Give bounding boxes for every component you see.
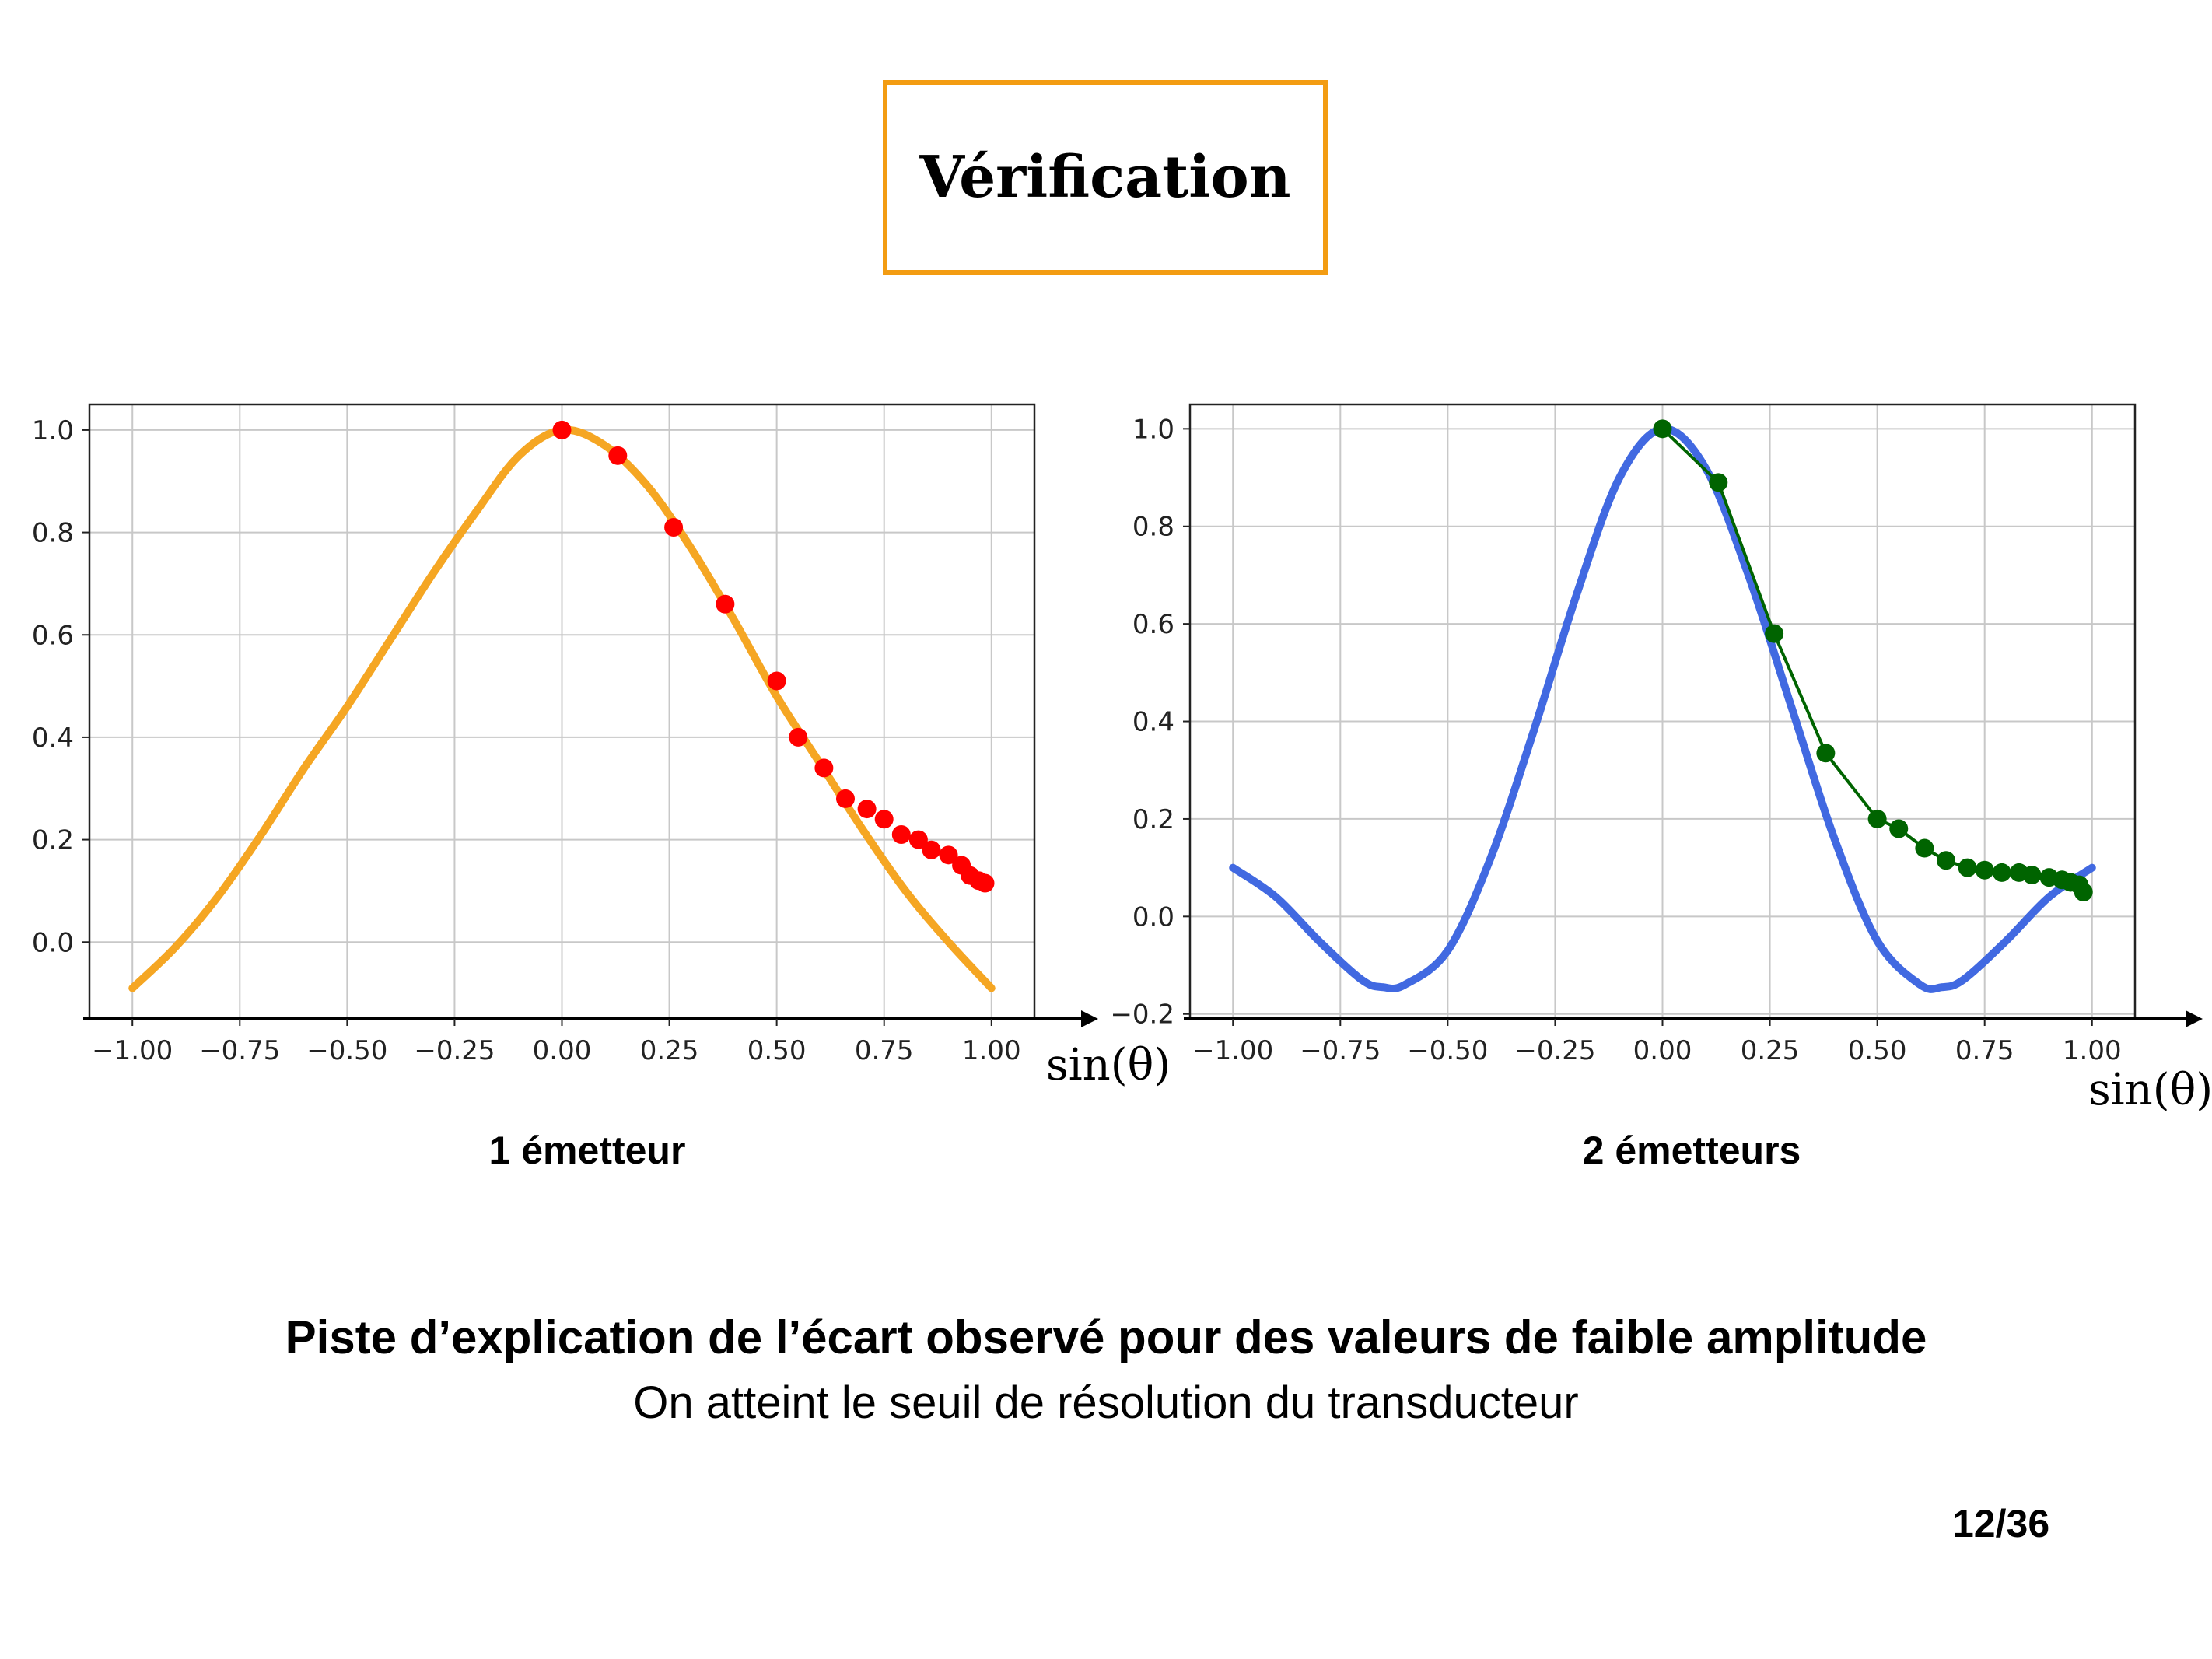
data-point [789, 727, 808, 747]
x-tick-label: −0.25 [1514, 1035, 1595, 1066]
explanation-subline: On atteint le seuil de résolution du tra… [633, 1377, 1579, 1428]
x-tick-label: −1.00 [92, 1035, 173, 1066]
x-axis-label: sin(θ) [2088, 1065, 2212, 1115]
y-tick-label: 1.0 [1132, 414, 1174, 445]
y-tick-label: 1.0 [32, 415, 74, 446]
data-point [2074, 882, 2093, 901]
data-point [857, 800, 877, 819]
tick-labels: −1.00 −0.75 −0.50 −0.25 0.00 0.25 0.50 0.75 1.00… [32, 415, 1021, 1066]
data-point [716, 594, 735, 614]
x-tick-label: −0.75 [199, 1035, 280, 1066]
slide-title: Vérification [919, 144, 1291, 211]
data-point [2022, 866, 2042, 885]
data-point [1958, 858, 1977, 877]
x-tick-label: 1.00 [962, 1035, 1021, 1066]
x-axis-label: sin(θ) [1046, 1040, 1171, 1090]
data-point [874, 810, 894, 829]
data-point [975, 873, 995, 893]
x-tick-label: 0.75 [1955, 1035, 2014, 1066]
x-tick-label: −0.50 [306, 1035, 387, 1066]
x-tick-label: 0.00 [533, 1035, 592, 1066]
data-point [814, 758, 834, 778]
data-point [1889, 819, 1909, 838]
chart-1-caption: 1 émetteur [488, 1129, 686, 1172]
y-tick-label: 0.2 [1132, 804, 1174, 835]
data-point [1975, 860, 1994, 880]
chart-1-emetteur: −1.00 −0.75 −0.50 −0.25 0.00 0.25 0.50 0.75 1.00… [32, 403, 1171, 1090]
data-point [922, 840, 941, 859]
data-point [1816, 744, 1836, 763]
data-point [664, 518, 684, 537]
data-point [908, 830, 928, 849]
data-point [552, 420, 572, 439]
data-point [1867, 809, 1887, 828]
y-tick-label: −0.2 [1110, 999, 1174, 1031]
data-point [767, 671, 786, 691]
x-tick-label: −1.00 [1192, 1035, 1273, 1066]
data-point [1765, 624, 1784, 643]
tick-labels: −1.00 −0.75 −0.50 −0.25 0.00 0.25 0.50 0.75 1.00… [1110, 414, 2121, 1066]
y-tick-label: 0.6 [1132, 609, 1174, 640]
data-point [1937, 851, 1955, 870]
x-tick-label: 0.75 [855, 1035, 914, 1066]
chart-2-emetteurs: −1.00 −0.75 −0.50 −0.25 0.00 0.25 0.50 0.75 1.00… [1110, 403, 2212, 1115]
data-point [1653, 419, 1672, 439]
data-point [608, 446, 628, 465]
y-tick-label: 0.8 [1132, 512, 1174, 543]
y-tick-label: 0.0 [1132, 901, 1174, 933]
y-tick-label: 0.8 [32, 518, 74, 549]
y-tick-label: 0.0 [32, 927, 74, 958]
x-tick-label: −0.25 [414, 1035, 495, 1066]
x-tick-label: 0.50 [747, 1035, 807, 1066]
y-tick-label: 0.6 [32, 620, 74, 651]
data-point [891, 825, 911, 844]
y-tick-label: 0.4 [32, 723, 74, 754]
data-point [1915, 838, 1934, 858]
x-axis-arrowhead [2186, 1010, 2203, 1027]
y-tick-label: 0.4 [1132, 707, 1174, 738]
data-point [836, 789, 855, 808]
page-number: 12/36 [1952, 1502, 2050, 1545]
y-tick-label: 0.2 [32, 825, 74, 856]
explanation-headline: Piste d’explication de l’écart observé p… [285, 1311, 1927, 1363]
chart-2-caption: 2 émetteurs [1582, 1129, 1801, 1172]
x-tick-label: 0.00 [1633, 1035, 1692, 1066]
data-point [1709, 473, 1728, 492]
x-tick-label: 0.25 [640, 1035, 699, 1066]
x-tick-label: 1.00 [2063, 1035, 2122, 1066]
x-tick-label: 0.50 [1848, 1035, 1907, 1066]
x-tick-label: 0.25 [1741, 1035, 1800, 1066]
x-tick-label: −0.50 [1407, 1035, 1488, 1066]
x-tick-label: −0.75 [1300, 1035, 1381, 1066]
title-box: Vérification [883, 80, 1328, 275]
data-point [1992, 863, 2011, 882]
x-axis-arrowhead [1081, 1010, 1098, 1027]
data-point [939, 845, 958, 865]
